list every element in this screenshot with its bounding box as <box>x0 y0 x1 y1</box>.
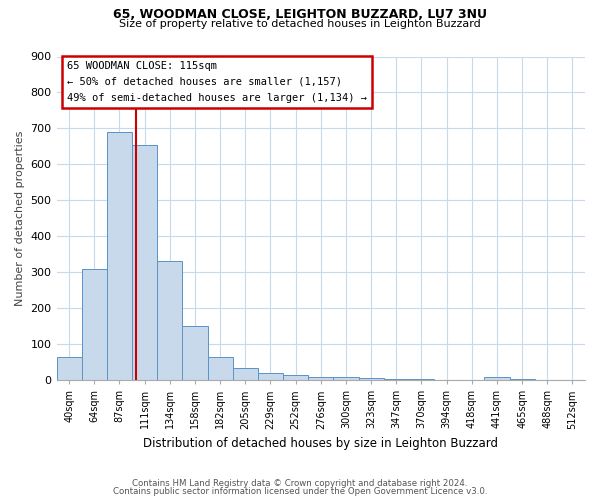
Bar <box>258 373 283 380</box>
Bar <box>308 377 334 380</box>
Y-axis label: Number of detached properties: Number of detached properties <box>15 130 25 306</box>
Bar <box>157 262 182 380</box>
Text: Size of property relative to detached houses in Leighton Buzzard: Size of property relative to detached ho… <box>119 19 481 29</box>
Text: 65, WOODMAN CLOSE, LEIGHTON BUZZARD, LU7 3NU: 65, WOODMAN CLOSE, LEIGHTON BUZZARD, LU7… <box>113 8 487 20</box>
X-axis label: Distribution of detached houses by size in Leighton Buzzard: Distribution of detached houses by size … <box>143 437 498 450</box>
Bar <box>107 132 132 380</box>
Bar <box>484 378 509 380</box>
Bar <box>334 377 359 380</box>
Text: Contains HM Land Registry data © Crown copyright and database right 2024.: Contains HM Land Registry data © Crown c… <box>132 478 468 488</box>
Bar <box>383 378 409 380</box>
Bar <box>233 368 258 380</box>
Bar <box>283 376 308 380</box>
Text: 65 WOODMAN CLOSE: 115sqm
← 50% of detached houses are smaller (1,157)
49% of sem: 65 WOODMAN CLOSE: 115sqm ← 50% of detach… <box>67 62 367 102</box>
Bar <box>208 357 233 380</box>
Bar <box>132 144 157 380</box>
Bar <box>82 268 107 380</box>
Bar <box>182 326 208 380</box>
Bar <box>359 378 383 380</box>
Bar <box>56 358 82 380</box>
Text: Contains public sector information licensed under the Open Government Licence v3: Contains public sector information licen… <box>113 487 487 496</box>
